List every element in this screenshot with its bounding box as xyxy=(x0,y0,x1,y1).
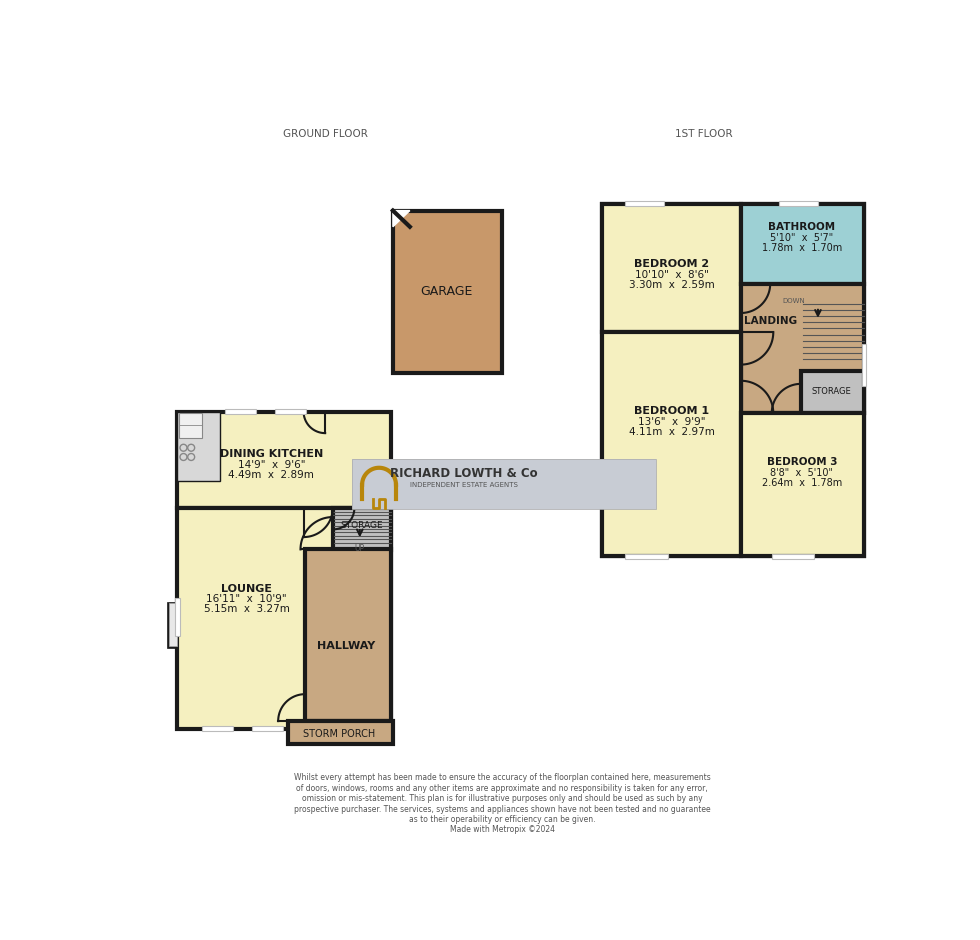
Text: STORM PORCH: STORM PORCH xyxy=(303,729,375,739)
Bar xyxy=(179,413,202,438)
Text: LANDING: LANDING xyxy=(744,316,797,325)
Text: STORAGE: STORAGE xyxy=(812,387,852,396)
Text: 1ST FLOOR: 1ST FLOOR xyxy=(675,130,733,139)
Text: 1.78m  x  1.70m: 1.78m x 1.70m xyxy=(761,243,842,253)
Bar xyxy=(352,460,657,509)
Bar xyxy=(177,508,391,728)
Bar xyxy=(741,204,864,284)
Bar xyxy=(288,721,393,744)
Bar xyxy=(177,412,220,481)
Bar xyxy=(202,727,233,731)
Bar xyxy=(177,412,391,508)
Bar xyxy=(305,549,391,721)
Text: BEDROOM 2: BEDROOM 2 xyxy=(634,259,710,270)
Text: 16'11"  x  10'9": 16'11" x 10'9" xyxy=(207,594,287,604)
Text: Whilst every attempt has been made to ensure the accuracy of the floorplan conta: Whilst every attempt has been made to en… xyxy=(294,774,710,835)
Bar xyxy=(169,603,176,647)
Bar xyxy=(168,602,178,648)
Text: DOWN: DOWN xyxy=(782,298,805,304)
Bar xyxy=(772,554,814,558)
Bar xyxy=(625,554,667,558)
Text: BEDROOM 3: BEDROOM 3 xyxy=(766,458,837,467)
Bar xyxy=(603,204,741,332)
Bar xyxy=(252,727,283,731)
Text: 2.64m  x  1.78m: 2.64m x 1.78m xyxy=(761,478,842,488)
Bar xyxy=(741,284,864,413)
Text: 5'10"  x  5'7": 5'10" x 5'7" xyxy=(770,232,833,243)
Text: BATHROOM: BATHROOM xyxy=(768,222,835,232)
Text: UP: UP xyxy=(355,544,365,553)
Bar xyxy=(625,201,664,206)
Bar xyxy=(175,598,179,636)
Text: 4.49m  x  2.89m: 4.49m x 2.89m xyxy=(228,470,315,479)
Text: LOUNGE: LOUNGE xyxy=(221,584,272,594)
Bar xyxy=(603,332,741,556)
Text: 14'9"  x  9'6": 14'9" x 9'6" xyxy=(237,460,305,470)
Text: 5.15m  x  3.27m: 5.15m x 3.27m xyxy=(204,604,289,615)
Text: HALLWAY: HALLWAY xyxy=(317,641,375,651)
Text: 10'10"  x  8'6": 10'10" x 8'6" xyxy=(635,271,709,280)
Bar xyxy=(603,204,864,556)
Bar xyxy=(352,460,657,509)
Bar xyxy=(741,413,864,556)
Bar xyxy=(225,409,256,414)
Bar xyxy=(779,201,818,206)
Text: STORAGE: STORAGE xyxy=(341,521,383,530)
Bar xyxy=(333,508,391,550)
Bar xyxy=(275,409,306,414)
Text: DINING KITCHEN: DINING KITCHEN xyxy=(220,449,322,459)
Text: RICHARD LOWTH & Co: RICHARD LOWTH & Co xyxy=(390,466,538,479)
Bar xyxy=(393,211,503,373)
Bar xyxy=(801,370,864,413)
Text: INDEPENDENT ESTATE AGENTS: INDEPENDENT ESTATE AGENTS xyxy=(410,481,517,488)
Text: BEDROOM 1: BEDROOM 1 xyxy=(634,406,710,415)
Text: 3.30m  x  2.59m: 3.30m x 2.59m xyxy=(629,280,714,290)
Text: 8'8"  x  5'10": 8'8" x 5'10" xyxy=(770,468,833,478)
Text: 4.11m  x  2.97m: 4.11m x 2.97m xyxy=(629,428,714,437)
Text: 13'6"  x  9'9": 13'6" x 9'9" xyxy=(638,416,706,427)
Text: GARAGE: GARAGE xyxy=(420,285,473,298)
Bar xyxy=(861,344,866,386)
Text: GROUND FLOOR: GROUND FLOOR xyxy=(282,130,368,139)
Polygon shape xyxy=(393,211,410,227)
